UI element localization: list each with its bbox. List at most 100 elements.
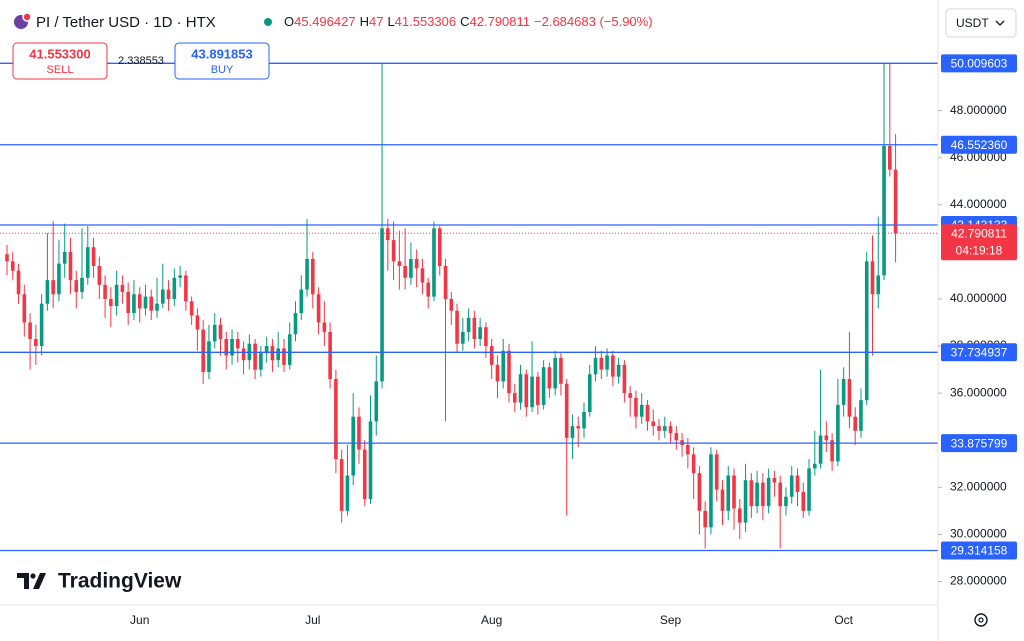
candle-body [218, 324, 223, 339]
candle-body [720, 489, 725, 511]
candle-body [386, 228, 390, 241]
candle-body [62, 251, 67, 264]
candle-body [305, 258, 309, 290]
candle-body [876, 275, 881, 295]
candle-body [137, 294, 142, 309]
candle-body [420, 268, 425, 283]
close-value: 42.790811 [470, 14, 531, 29]
candle-body [236, 338, 240, 349]
level-label: 46.552360 [951, 138, 1008, 152]
candle-body [882, 145, 886, 276]
candle-body [259, 353, 263, 370]
dropdown-chevron[interactable] [995, 20, 1005, 26]
candle-body [103, 284, 107, 299]
candle-body [530, 376, 534, 408]
candle-body [241, 348, 246, 361]
candle-body [489, 346, 494, 365]
sell-button[interactable]: 41.553300 SELL [12, 42, 108, 80]
candle-body [484, 327, 488, 347]
candle-body [778, 482, 782, 507]
candle-body [114, 284, 119, 307]
buy-price[interactable]: 43.891853 [191, 46, 252, 61]
candle-body [374, 381, 379, 422]
candle-body [582, 411, 586, 429]
candle-body [651, 421, 656, 427]
level-label: 29.314158 [951, 544, 1008, 558]
candle-body [455, 310, 459, 344]
gear-center[interactable] [978, 617, 984, 623]
brand-logo: TradingView [17, 570, 182, 593]
candle-body [547, 367, 552, 389]
brand-name: TradingView [58, 570, 182, 593]
candle-body [28, 322, 32, 339]
candle-body [339, 459, 344, 511]
candle-body [224, 338, 229, 356]
level-label: 50.009603 [951, 57, 1008, 71]
candle-body [45, 280, 50, 304]
level-label-box [941, 434, 1017, 453]
candle-body [126, 291, 130, 314]
candle-body [611, 355, 615, 377]
low-value: 41.553306 [395, 14, 456, 29]
candle-body [576, 426, 581, 429]
candle-body [709, 454, 713, 528]
high-value: 47 [369, 14, 383, 29]
sell-box[interactable] [12, 42, 108, 80]
candle-body [212, 324, 217, 342]
candle-body [132, 294, 136, 314]
level-label-box [941, 54, 1017, 73]
candle-body [334, 379, 338, 460]
candle-body [801, 492, 806, 511]
plot-area [0, 62, 938, 552]
candle-body [524, 374, 529, 408]
candle-body [864, 261, 869, 401]
candle-body [160, 289, 165, 304]
currency-select[interactable]: USDT [945, 8, 1017, 38]
candle-body [184, 275, 188, 302]
level-label: 33.875799 [951, 436, 1008, 450]
open-label: O [284, 14, 294, 29]
candle-body [888, 145, 892, 170]
currency-label[interactable]: USDT [956, 16, 989, 30]
candle-body [57, 263, 61, 295]
exchange-icon [22, 12, 32, 22]
candle-body [443, 266, 448, 299]
y-tick-label: 32.000000 [950, 479, 1007, 493]
settings-button[interactable] [974, 613, 988, 627]
candle-body [789, 475, 794, 497]
candle-body [772, 477, 777, 483]
candle-body [749, 480, 754, 507]
sell-label[interactable]: SELL [47, 64, 74, 76]
candle-body [668, 426, 673, 434]
candle-body [345, 475, 350, 511]
candle-body [22, 294, 27, 323]
candle-body [39, 303, 44, 347]
candle-body [316, 294, 321, 323]
buy-button[interactable]: 43.891853 BUY [174, 42, 270, 80]
symbol-header: PI / Tether USD · 1D · HTX O45.496427 H47… [14, 12, 653, 31]
gear-icon[interactable] [974, 613, 988, 627]
candle-body [189, 301, 194, 316]
candle-body [553, 357, 557, 389]
candle-body [276, 348, 280, 361]
buy-label[interactable]: BUY [211, 64, 234, 76]
logo-mark [17, 573, 46, 589]
candle-body [495, 364, 500, 382]
candle-body [80, 277, 84, 292]
currency-box[interactable] [945, 8, 1017, 38]
candle-body [253, 343, 257, 370]
candle-body [414, 258, 419, 269]
candle-body [293, 313, 298, 335]
candle-body [264, 346, 269, 354]
change-value: −2.684683 (−5.90%) [534, 14, 653, 29]
candle-body [68, 251, 73, 281]
candle-body [622, 364, 627, 394]
candle-body [380, 228, 384, 382]
axes: 28.00000030.00000032.00000036.00000038.0… [130, 54, 1017, 627]
candle-body [391, 240, 396, 262]
candle-body [518, 374, 523, 403]
candle-body [893, 169, 898, 234]
candle-body [91, 247, 96, 267]
sell-price[interactable]: 41.553300 [29, 46, 90, 61]
buy-box[interactable] [174, 42, 270, 80]
